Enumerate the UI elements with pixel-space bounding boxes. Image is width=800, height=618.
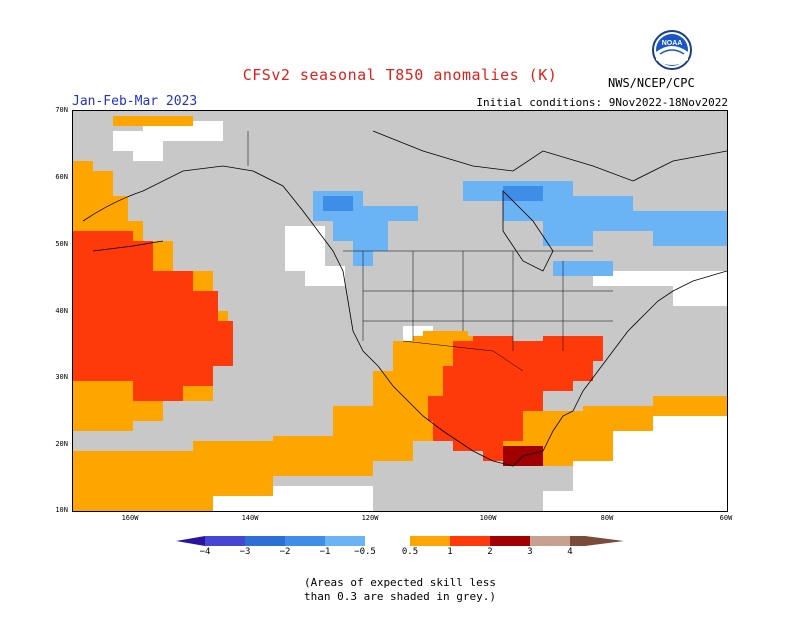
lat-label: 20N bbox=[55, 440, 68, 448]
legend-label: 4 bbox=[567, 547, 573, 557]
blue-region-great-lakes bbox=[553, 261, 613, 276]
legend-label: −1 bbox=[319, 547, 331, 557]
legend-label: −2 bbox=[279, 547, 291, 557]
darkblue-region-hudson bbox=[503, 186, 543, 201]
legend-swatch bbox=[205, 536, 245, 546]
lon-label: 160W bbox=[121, 514, 139, 522]
agency-label: NWS/NCEP/CPC bbox=[608, 76, 695, 90]
legend-swatch bbox=[490, 536, 530, 546]
lat-label: 30N bbox=[55, 373, 68, 381]
legend-label: −3 bbox=[239, 547, 251, 557]
legend-swatch bbox=[176, 536, 205, 546]
map-canvas bbox=[73, 111, 727, 511]
political-boundaries bbox=[247, 131, 613, 372]
legend-swatch bbox=[245, 536, 285, 546]
white-region-caribbean bbox=[543, 416, 727, 511]
noaa-logo: NOAA bbox=[652, 30, 692, 70]
orange-region-alaska-north bbox=[113, 116, 193, 126]
lat-label: 40N bbox=[55, 307, 68, 315]
lat-label: 10N bbox=[55, 506, 68, 514]
legend-label: −4 bbox=[199, 547, 211, 557]
lon-label: 120W bbox=[361, 514, 379, 522]
legend-swatch bbox=[325, 536, 365, 546]
lat-label: 70N bbox=[55, 106, 68, 114]
darkblue-region-west bbox=[323, 196, 353, 211]
skill-note-line2: than 0.3 are shaded in grey.) bbox=[303, 590, 497, 603]
lon-label: 60W bbox=[719, 514, 733, 522]
legend-label: −0.5 bbox=[354, 547, 376, 557]
initial-conditions: Initial conditions: 9Nov2022-18Nov2022 bbox=[476, 96, 728, 109]
lon-label: 140W bbox=[241, 514, 259, 522]
legend-swatch bbox=[450, 536, 490, 546]
lon-label: 80W bbox=[600, 514, 614, 522]
anomaly-map bbox=[72, 110, 728, 512]
map-title: CFSv2 seasonal T850 anomalies (K) bbox=[242, 66, 558, 84]
legend-swatch bbox=[570, 536, 624, 546]
lon-label: 100W bbox=[479, 514, 497, 522]
legend-label: 3 bbox=[527, 547, 533, 557]
lat-label: 50N bbox=[55, 240, 68, 248]
orange-region-subtropical-pacific bbox=[73, 331, 468, 511]
legend-label: 0.5 bbox=[401, 547, 419, 557]
white-region-bc-coast bbox=[285, 226, 345, 286]
white-region-atlantic-north bbox=[593, 271, 727, 306]
coastlines bbox=[82, 130, 727, 467]
legend-swatch bbox=[410, 536, 450, 546]
red-region-southern-us-mexico bbox=[428, 336, 603, 461]
logo-text: NOAA bbox=[662, 40, 683, 47]
forecast-period: Jan-Feb-Mar 2023 bbox=[72, 94, 198, 109]
orange-region-gulf-caribbean bbox=[503, 396, 727, 466]
red-region-ne-pacific bbox=[73, 231, 233, 401]
legend-label: 1 bbox=[447, 547, 453, 557]
lat-label: 60N bbox=[55, 173, 68, 181]
skill-note-line1: (Areas of expected skill less bbox=[303, 576, 497, 589]
legend-swatch bbox=[530, 536, 570, 546]
color-legend bbox=[176, 536, 624, 546]
white-region-arctic-west bbox=[113, 121, 223, 161]
skill-note: (Areas of expected skill less than 0.3 a… bbox=[0, 576, 800, 604]
legend-swatch bbox=[365, 536, 410, 546]
legend-swatch bbox=[285, 536, 325, 546]
legend-label: 2 bbox=[487, 547, 493, 557]
